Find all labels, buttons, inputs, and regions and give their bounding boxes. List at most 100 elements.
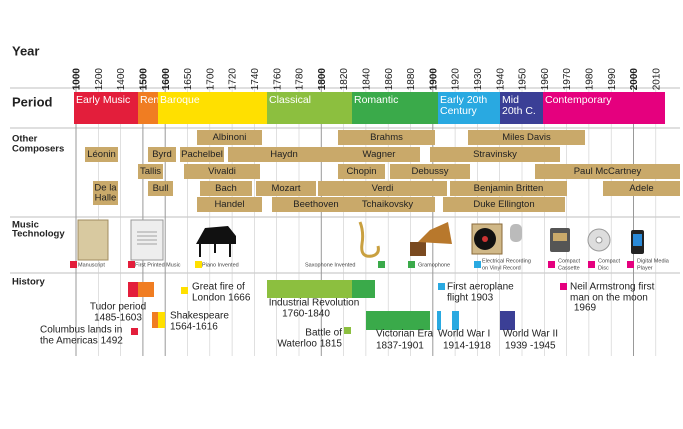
composer-name: Halle [95,193,117,204]
year-label: 1000 [72,68,83,91]
period-label: Early 20th [440,94,487,106]
history-marks [128,280,567,335]
composer-box [148,181,173,196]
year-label: 1900 [428,68,439,91]
year-label: 1840 [362,68,373,91]
year-label: 1990 [607,68,618,91]
composer-name: Duke Ellington [473,199,534,210]
tech-marker [627,261,634,268]
composer-name: Debussy [412,166,449,177]
history-text: Shakespeare [170,311,229,322]
record-label [482,236,488,242]
history-text: Industrial Revolution [269,298,360,309]
composer-box [450,181,567,196]
composer-name: Vivaldi [208,166,236,177]
year-label: 1650 [183,68,194,91]
year-label: 1920 [451,68,462,91]
tech-marker [128,261,135,268]
period-band [438,92,500,124]
separators [10,87,680,274]
composer-name: Byrd [152,149,172,160]
composer-name: Albinoni [213,132,247,143]
year-label: 1820 [339,68,350,91]
gramophone-base [410,242,426,256]
year-label: 1740 [250,68,261,91]
row-label: Composers [12,144,64,155]
history-text: 1969 [574,303,597,314]
composer-name: Miles Davis [502,132,551,143]
composer-name: Bull [153,183,169,194]
history-text: Great fire of [192,282,245,293]
row-label: History [12,277,45,288]
year-label: 1400 [116,68,127,91]
composer-name: Verdi [372,183,394,194]
event-bar [352,280,375,298]
tech-label: Cassette [558,265,580,271]
history-text: 1837-1901 [376,341,424,352]
year-label: 1960 [540,68,551,91]
composer-name: Chopin [346,166,376,177]
tech-label: Player [637,265,653,271]
composer-box [200,181,252,196]
tech-label: Manuscript [78,262,105,268]
history-text: Waterloo 1815 [277,339,342,350]
composer-box [272,197,360,212]
period-band [352,92,438,124]
event-bar [128,282,138,297]
year-label: 1200 [94,68,105,91]
history-text: Columbus lands in [40,325,122,336]
composer-name: Handel [214,199,244,210]
history-text: flight 1903 [447,293,494,304]
history-text: 1939 -1945 [505,341,556,352]
history-text: 1564-1616 [170,322,218,333]
year-label: 1930 [473,68,484,91]
composer-box [148,147,176,162]
event-bar [158,312,165,328]
event-marker [131,328,138,335]
period-label: Century [440,105,478,117]
composer-box [443,197,565,212]
composer-box [138,164,163,179]
history-text: 1914-1918 [443,341,491,352]
tech-marker [408,261,415,268]
tech-label: on Vinyl Record [482,265,521,271]
period-label: Ren. [140,94,162,106]
composer-box [85,147,118,162]
manuscript-icon [77,219,109,261]
composer-name: De la [94,183,117,194]
tech-marker [195,261,202,268]
composer-box [93,181,118,205]
composer-box [430,147,560,162]
composer-name: Adele [629,183,653,194]
composer-box [603,181,680,196]
history-text: Tudor period [90,302,146,313]
composer-name: Pachelbel [181,149,223,160]
year-label: 1950 [518,68,529,91]
year-label: 1500 [139,68,150,91]
year-label: 2000 [629,68,640,91]
tech-marker [378,261,385,268]
event-bar [267,280,352,298]
event-bar [138,282,154,297]
composer-box [197,197,262,212]
composer-name: Léonin [87,149,116,160]
composer-name: Wagner [363,149,396,160]
event-bar [452,311,459,330]
history-text: First aeroplane [447,282,514,293]
event-bar [152,312,158,328]
period-band [267,92,352,124]
composer-box [228,147,340,162]
microphone-icon [510,224,522,242]
tech-label: Saxophone Invented [305,262,355,268]
year-label: 1980 [585,68,596,91]
row-label: Year [12,43,39,58]
year-label: 1780 [295,68,306,91]
composer-box [535,164,680,179]
composer-name: Brahms [370,132,403,143]
staff-lines [137,231,157,245]
event-marker [438,283,445,290]
year-label: 1720 [228,68,239,91]
period-band [500,92,543,124]
tech-label: First Printed Music [135,262,181,268]
